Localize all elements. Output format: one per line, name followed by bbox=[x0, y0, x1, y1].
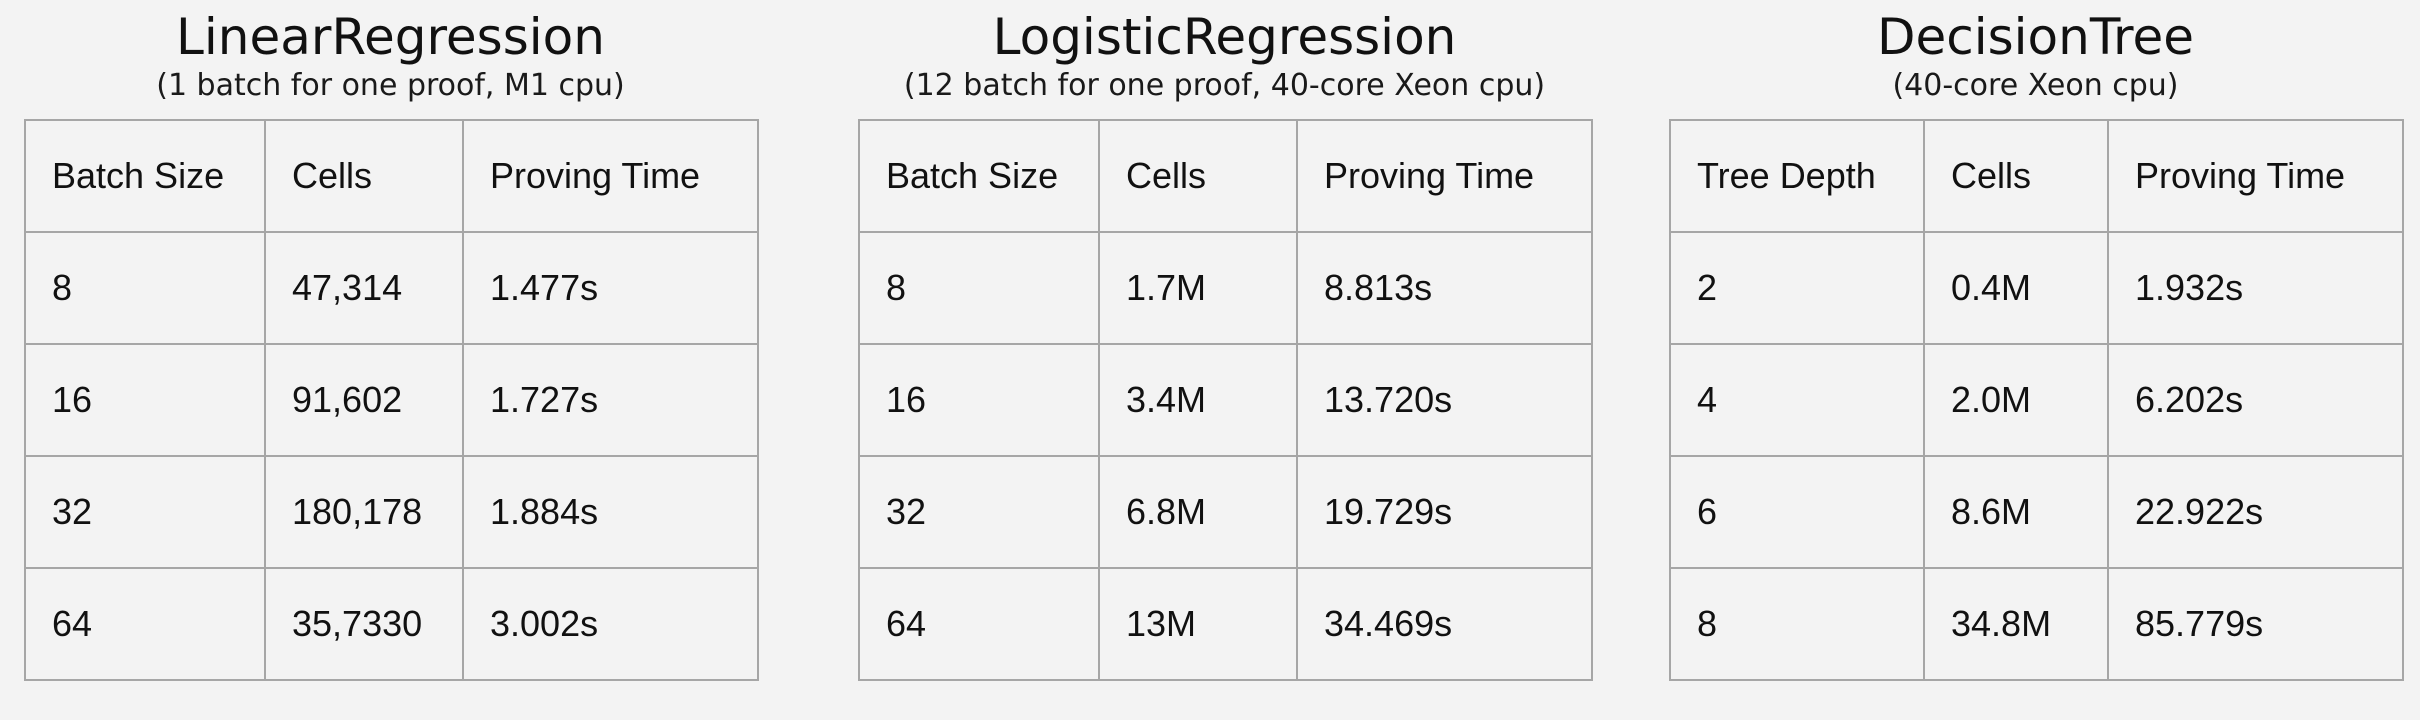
table-cell: 16 bbox=[24, 343, 266, 457]
table-cell: 35,7330 bbox=[264, 567, 464, 681]
table-cell: 6.202s bbox=[2107, 343, 2404, 457]
column-header: Tree Depth bbox=[1669, 119, 1925, 233]
column-header: Proving Time bbox=[462, 119, 759, 233]
table-header-row: Batch Size Cells Proving Time bbox=[858, 119, 1593, 233]
table-cell: 32 bbox=[24, 455, 266, 569]
table-row: 8 34.8M 85.779s bbox=[1669, 567, 2404, 681]
table-row: 32 180,178 1.884s bbox=[24, 455, 759, 569]
table-cell: 22.922s bbox=[2107, 455, 2404, 569]
table-cell: 3.002s bbox=[462, 567, 759, 681]
table-cell: 64 bbox=[24, 567, 266, 681]
table-cell: 1.7M bbox=[1098, 231, 1298, 345]
table-row: 32 6.8M 19.729s bbox=[858, 455, 1593, 569]
table-cell: 8.813s bbox=[1296, 231, 1593, 345]
table-row: 6 8.6M 22.922s bbox=[1669, 455, 2404, 569]
table-cell: 47,314 bbox=[264, 231, 464, 345]
table-row: 8 47,314 1.477s bbox=[24, 231, 759, 345]
column-header: Proving Time bbox=[1296, 119, 1593, 233]
table-cell: 85.779s bbox=[2107, 567, 2404, 681]
table-header-row: Tree Depth Cells Proving Time bbox=[1669, 119, 2404, 233]
panel-subtitle: (40-core Xeon cpu) bbox=[1892, 68, 2179, 103]
table-cell: 6 bbox=[1669, 455, 1925, 569]
table-cell: 4 bbox=[1669, 343, 1925, 457]
table-cell: 34.8M bbox=[1923, 567, 2109, 681]
table-cell: 8 bbox=[1669, 567, 1925, 681]
table-cell: 1.884s bbox=[462, 455, 759, 569]
table-cell: 16 bbox=[858, 343, 1100, 457]
column-header: Batch Size bbox=[858, 119, 1100, 233]
column-header: Proving Time bbox=[2107, 119, 2404, 233]
column-header: Batch Size bbox=[24, 119, 266, 233]
table-row: 8 1.7M 8.813s bbox=[858, 231, 1593, 345]
panel-title: LinearRegression bbox=[176, 8, 605, 66]
table-cell: 32 bbox=[858, 455, 1100, 569]
column-header: Cells bbox=[264, 119, 464, 233]
table-cell: 19.729s bbox=[1296, 455, 1593, 569]
logistic-regression-table: Batch Size Cells Proving Time 8 1.7M 8.8… bbox=[858, 119, 1593, 681]
table-cell: 0.4M bbox=[1923, 231, 2109, 345]
table-row: 64 13M 34.469s bbox=[858, 567, 1593, 681]
table-cell: 8 bbox=[24, 231, 266, 345]
table-cell: 3.4M bbox=[1098, 343, 1298, 457]
table-row: 64 35,7330 3.002s bbox=[24, 567, 759, 681]
column-header: Cells bbox=[1923, 119, 2109, 233]
table-cell: 2.0M bbox=[1923, 343, 2109, 457]
table-cell: 8 bbox=[858, 231, 1100, 345]
table-cell: 13M bbox=[1098, 567, 1298, 681]
table-cell: 91,602 bbox=[264, 343, 464, 457]
table-cell: 6.8M bbox=[1098, 455, 1298, 569]
panel-subtitle: (12 batch for one proof, 40-core Xeon cp… bbox=[903, 68, 1546, 103]
table-header-row: Batch Size Cells Proving Time bbox=[24, 119, 759, 233]
table-row: 16 3.4M 13.720s bbox=[858, 343, 1593, 457]
panel-title: DecisionTree bbox=[1876, 8, 2195, 66]
table-cell: 1.932s bbox=[2107, 231, 2404, 345]
linear-regression-table: Batch Size Cells Proving Time 8 47,314 1… bbox=[24, 119, 759, 681]
table-cell: 2 bbox=[1669, 231, 1925, 345]
table-cell: 1.727s bbox=[462, 343, 759, 457]
panel-subtitle: (1 batch for one proof, M1 cpu) bbox=[156, 68, 625, 103]
table-cell: 13.720s bbox=[1296, 343, 1593, 457]
table-cell: 1.477s bbox=[462, 231, 759, 345]
decision-tree-table: Tree Depth Cells Proving Time 2 0.4M 1.9… bbox=[1669, 119, 2404, 681]
table-cell: 34.469s bbox=[1296, 567, 1593, 681]
table-row: 16 91,602 1.727s bbox=[24, 343, 759, 457]
table-cell: 180,178 bbox=[264, 455, 464, 569]
table-row: 4 2.0M 6.202s bbox=[1669, 343, 2404, 457]
column-header: Cells bbox=[1098, 119, 1298, 233]
panel-title: LogisticRegression bbox=[992, 8, 1457, 66]
table-cell: 64 bbox=[858, 567, 1100, 681]
table-row: 2 0.4M 1.932s bbox=[1669, 231, 2404, 345]
table-cell: 8.6M bbox=[1923, 455, 2109, 569]
